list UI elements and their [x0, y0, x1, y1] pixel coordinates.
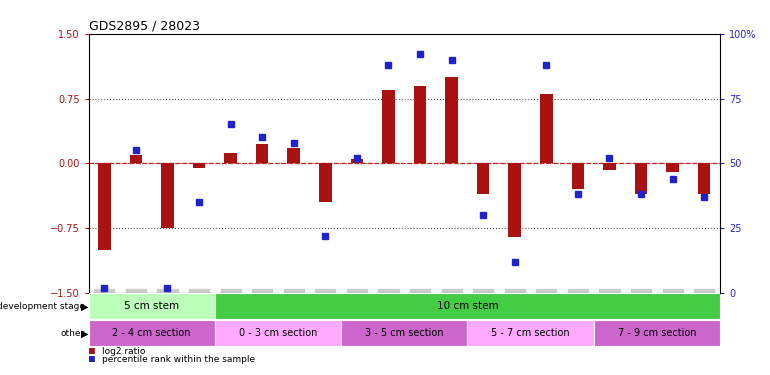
Text: 2 - 4 cm section: 2 - 4 cm section — [112, 328, 191, 338]
Bar — [413, 86, 427, 164]
Bar — [477, 164, 490, 194]
Text: 10 cm stem: 10 cm stem — [437, 302, 498, 311]
Bar — [445, 77, 458, 164]
Bar — [341, 320, 467, 346]
Text: ▶: ▶ — [81, 328, 89, 338]
Bar — [350, 159, 363, 164]
Bar — [192, 164, 206, 168]
Bar — [98, 164, 111, 250]
Text: 3 - 5 cm section: 3 - 5 cm section — [365, 328, 444, 338]
Text: log2 ratio: log2 ratio — [102, 346, 146, 355]
Bar — [467, 320, 594, 346]
Bar — [571, 164, 584, 189]
Bar — [540, 94, 553, 164]
Bar — [666, 164, 679, 172]
Bar — [508, 164, 521, 237]
Text: ■: ■ — [89, 345, 95, 355]
Text: 7 - 9 cm section: 7 - 9 cm section — [618, 328, 696, 338]
Bar — [224, 153, 237, 164]
Bar — [161, 164, 174, 228]
Bar — [698, 164, 711, 194]
Text: 5 cm stem: 5 cm stem — [124, 302, 179, 311]
Text: 5 - 7 cm section: 5 - 7 cm section — [491, 328, 570, 338]
Text: development stage: development stage — [0, 302, 85, 311]
Bar — [287, 148, 300, 164]
Bar — [89, 320, 215, 346]
Bar — [129, 154, 142, 164]
Text: 0 - 3 cm section: 0 - 3 cm section — [239, 328, 317, 338]
Text: GDS2895 / 28023: GDS2895 / 28023 — [89, 20, 199, 33]
Bar — [319, 164, 332, 202]
Bar — [215, 293, 720, 320]
Bar — [634, 164, 648, 194]
Bar — [256, 144, 269, 164]
Text: other: other — [61, 329, 85, 338]
Text: ▶: ▶ — [81, 302, 89, 311]
Bar — [215, 320, 341, 346]
Text: percentile rank within the sample: percentile rank within the sample — [102, 356, 256, 364]
Bar — [382, 90, 395, 164]
Bar — [603, 164, 616, 170]
Bar — [89, 293, 215, 320]
Text: ■: ■ — [89, 354, 95, 364]
Bar — [594, 320, 720, 346]
